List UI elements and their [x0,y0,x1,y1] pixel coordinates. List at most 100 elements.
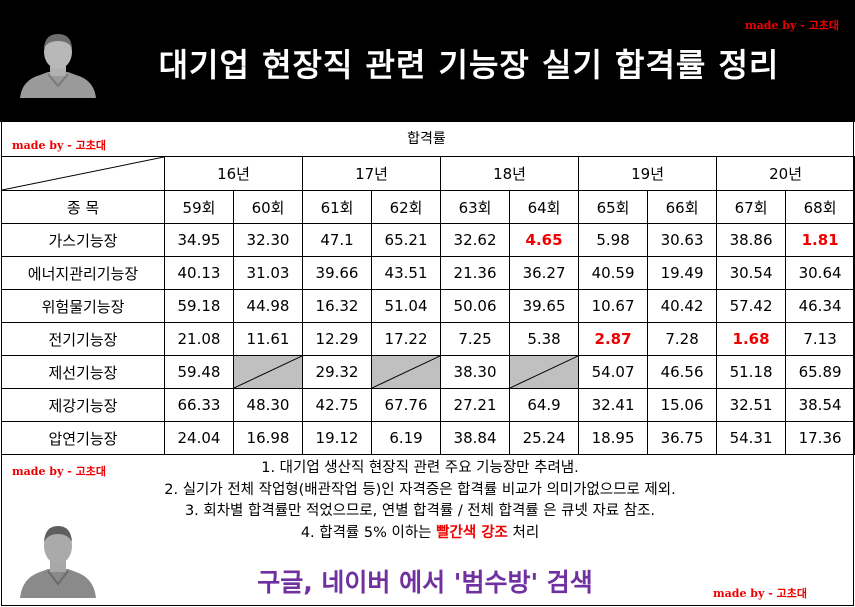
value-cell: 40.42 [647,289,718,323]
empty-cell [371,355,442,389]
value-cell: 57.42 [716,289,787,323]
value-cell: 7.13 [785,322,855,356]
year-header: 16년 [163,156,304,191]
value-cell: 32.41 [578,388,649,422]
value-cell: 48.30 [232,388,304,422]
value-cell: 67.76 [371,388,442,422]
header-banner: 대기업 현장직 관련 기능장 실기 합격률 정리 made by - 고초대 [0,0,855,122]
value-cell: 34.95 [164,223,234,257]
note-text: 4. 합격률 5% 이하는 [300,524,437,541]
round-header: 68회 [785,190,855,224]
value-cell: 10.67 [578,289,649,323]
year-header: 19년 [578,156,718,191]
note-line: 2. 실기가 전체 작업형(배관작업 등)인 자격증은 합격률 비교가 의미가없… [164,481,676,498]
value-cell: 21.08 [164,322,234,356]
value-cell: 16.98 [232,421,304,455]
value-cell: 51.04 [371,289,442,323]
value-cell: 40.13 [164,256,234,290]
round-header: 59회 [164,190,234,224]
value-cell: 30.54 [716,256,787,290]
round-header: 64회 [509,190,580,224]
value-cell: 65.21 [371,223,442,257]
category-header: 종 목 [1,190,165,224]
value-cell: 50.06 [440,289,511,323]
value-cell: 59.48 [164,355,234,389]
person-avatar-icon [20,34,96,98]
value-cell: 30.63 [647,223,718,257]
value-cell: 12.29 [302,322,373,356]
value-cell: 19.49 [647,256,718,290]
value-cell: 1.81 [785,223,855,257]
row-label: 가스기능장 [1,223,165,257]
value-cell: 39.65 [509,289,580,323]
row-label: 전기기능장 [1,322,165,356]
corner-cell [1,156,165,191]
note-line: 1. 대기업 생산직 현장직 관련 주요 기능장만 추려냄. [261,460,579,476]
table-row: 위험물기능장 59.18 44.98 16.32 51.04 50.06 39.65 10.6… [1,289,855,323]
notes-section: 1. 대기업 생산직 현장직 관련 주요 기능장만 추려냄. 2. 실기가 전체… [160,458,680,544]
value-cell: 38.84 [440,421,511,455]
value-cell: 24.04 [164,421,234,455]
value-cell: 30.64 [785,256,855,290]
value-cell: 7.25 [440,322,511,356]
value-cell: 38.30 [440,355,511,389]
row-label: 에너지관리기능장 [1,256,165,290]
round-header: 65회 [578,190,649,224]
value-cell: 11.61 [232,322,304,356]
year-header: 17년 [302,156,442,191]
value-cell: 2.87 [578,322,649,356]
value-cell: 27.21 [440,388,511,422]
table-row: 압연기능장 24.04 16.98 19.12 6.19 38.84 25.24 18.95 3… [1,421,855,455]
round-header-row: 종 목 59회 60회 61회 62회 63회 64회 65회 66회 67회 … [1,190,855,224]
value-cell: 40.59 [578,256,649,290]
value-cell: 46.56 [647,355,718,389]
credit-label: made by - 고초대 [713,587,807,600]
value-cell: 54.31 [716,421,787,455]
value-cell: 21.36 [440,256,511,290]
value-cell: 46.34 [785,289,855,323]
round-header: 61회 [302,190,373,224]
value-cell: 59.18 [164,289,234,323]
value-cell: 42.75 [302,388,373,422]
table-caption: 합격률 [407,131,446,147]
page-title: 대기업 현장직 관련 기능장 실기 합격률 정리 [158,46,780,84]
value-cell: 1.68 [716,322,787,356]
note-highlight: 빨간색 강조 [436,524,508,541]
row-label: 위험물기능장 [1,289,165,323]
pass-rate-table: 16년 17년 18년 19년 20년 종 목 59회 60회 61회 62회 … [1,156,855,455]
value-cell: 15.06 [647,388,718,422]
value-cell: 5.98 [578,223,649,257]
table-body: 가스기능장 34.95 32.30 47.1 65.21 32.62 4.65 5.98 30.… [1,223,855,455]
empty-cell [509,355,580,389]
year-header: 18년 [440,156,580,191]
year-header-row: 16년 17년 18년 19년 20년 [1,156,855,191]
value-cell: 47.1 [302,223,373,257]
value-cell: 29.32 [302,355,373,389]
value-cell: 36.75 [647,421,718,455]
value-cell: 25.24 [509,421,580,455]
value-cell: 66.33 [164,388,234,422]
value-cell: 64.9 [509,388,580,422]
row-label: 제선기능장 [1,355,165,389]
value-cell: 36.27 [509,256,580,290]
row-label: 압연기능장 [1,421,165,455]
credit-label: made by - 고초대 [12,465,106,478]
value-cell: 4.65 [509,223,580,257]
value-cell: 17.36 [785,421,855,455]
value-cell: 7.28 [647,322,718,356]
note-line: 3. 회차별 합격률만 적었으므로, 연별 합격률 / 전체 합격률 은 큐넷 … [184,503,656,519]
value-cell: 6.19 [371,421,442,455]
value-cell: 51.18 [716,355,787,389]
value-cell: 44.98 [232,289,304,323]
value-cell: 19.12 [302,421,373,455]
note-line: 4. 합격률 5% 이하는 빨간색 강조 처리 [160,523,680,545]
table-row: 가스기능장 34.95 32.30 47.1 65.21 32.62 4.65 5.98 30.… [1,223,855,257]
table-row: 전기기능장 21.08 11.61 12.29 17.22 7.25 5.38 2.87 7.2… [1,322,855,356]
table-row: 에너지관리기능장 40.13 31.03 39.66 43.51 21.36 36.27 40… [1,256,855,290]
credit-label: made by - 고초대 [745,19,839,32]
value-cell: 39.66 [302,256,373,290]
note-text: 처리 [507,524,540,541]
empty-cell [232,355,304,389]
credit-label: made by - 고초대 [12,139,106,152]
search-callout: 구글, 네이버 에서 '범수방' 검색 [257,568,593,597]
